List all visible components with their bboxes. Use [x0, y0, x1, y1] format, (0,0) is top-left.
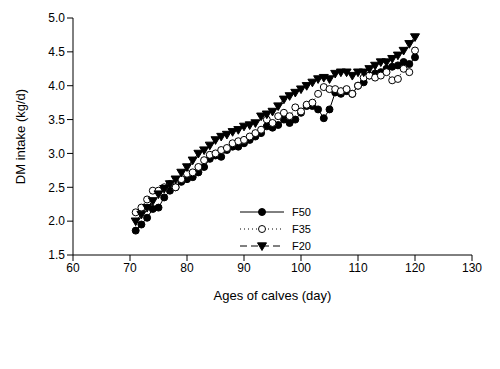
svg-text:2.5: 2.5 — [48, 181, 65, 195]
svg-text:4.0: 4.0 — [48, 79, 65, 93]
svg-text:3.5: 3.5 — [48, 113, 65, 127]
svg-text:3.0: 3.0 — [48, 147, 65, 161]
svg-text:90: 90 — [237, 261, 251, 275]
svg-text:120: 120 — [405, 261, 425, 275]
svg-text:80: 80 — [180, 261, 194, 275]
svg-text:Ages of calves (day): Ages of calves (day) — [214, 288, 332, 303]
svg-text:1.5: 1.5 — [48, 248, 65, 262]
svg-text:70: 70 — [123, 261, 137, 275]
svg-text:60: 60 — [66, 261, 80, 275]
svg-text:2.0: 2.0 — [48, 214, 65, 228]
svg-text:130: 130 — [462, 261, 482, 275]
svg-text:110: 110 — [348, 261, 367, 275]
svg-text:100: 100 — [291, 261, 311, 275]
svg-text:DM intake (kg/d): DM intake (kg/d) — [13, 89, 28, 184]
html-text:F35: F35 — [292, 222, 311, 235]
html-text:F20: F20 — [292, 239, 311, 252]
html-text:F50: F50 — [292, 205, 311, 218]
svg-text:4.5: 4.5 — [48, 45, 65, 59]
svg-text:5.0: 5.0 — [48, 11, 65, 25]
